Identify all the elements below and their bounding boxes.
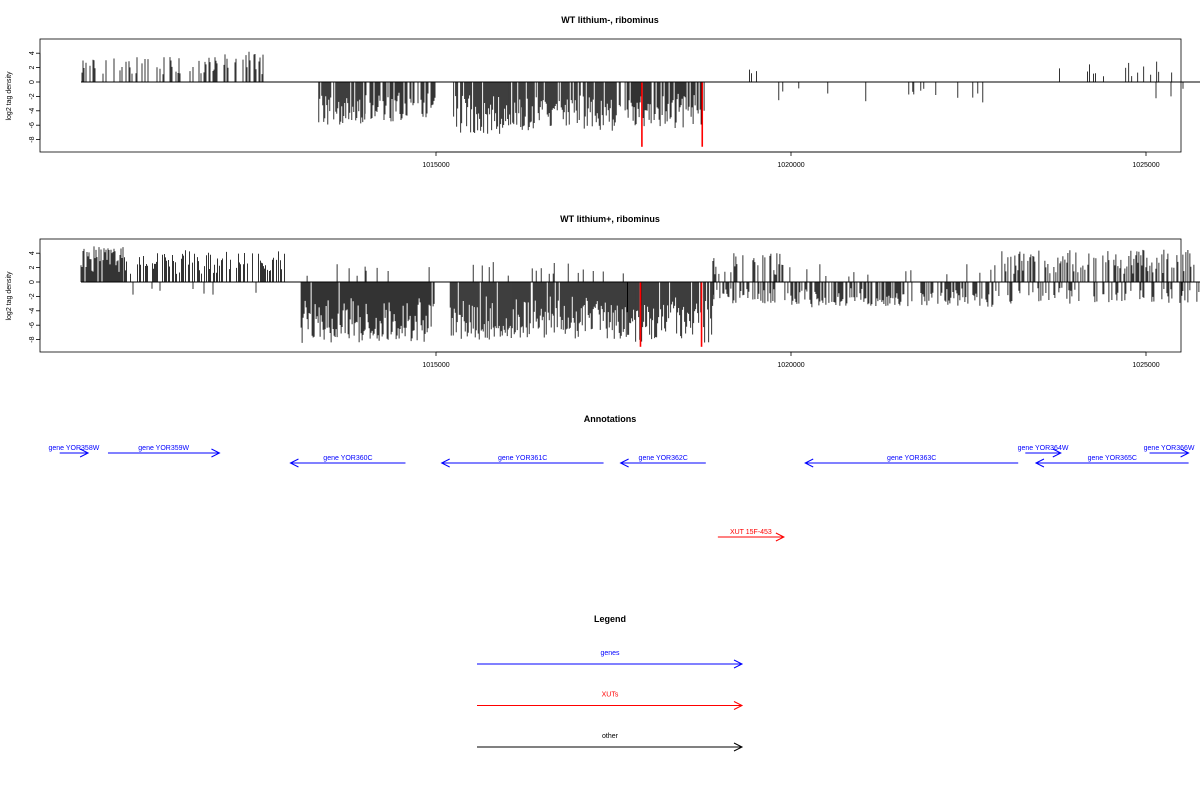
x-axis: 1015000 1020000 1025000	[422, 351, 1160, 369]
y-tick-label: 2	[29, 266, 36, 270]
y-tick-label: 0	[29, 80, 36, 84]
feature-arrow-arrowhead	[440, 458, 450, 468]
feature-arrow-arrowhead	[1180, 448, 1190, 458]
x-tick-label: 1020000	[777, 362, 804, 369]
annotations-track: Annotations gene YOR358W gene YOR359Wgene…	[48, 414, 1195, 542]
annotation-feature: gene YOR358W	[48, 445, 100, 458]
feature-label: gene YOR366W	[1144, 445, 1195, 452]
annotation-feature: gene YOR360C	[289, 455, 406, 468]
y-tick-label: -8	[29, 336, 36, 342]
panel-title: WT lithium+, ribominus	[560, 214, 660, 224]
y-tick-label: 4	[29, 51, 36, 55]
feature-arrow-arrowhead	[289, 458, 299, 468]
density-bars	[80, 246, 1200, 343]
x-axis: 1015000 1020000 1025000	[422, 151, 1160, 169]
legend-label: other	[602, 733, 619, 740]
y-axis-label: log2 tag density	[6, 271, 13, 321]
y-tick-label: -2	[29, 93, 36, 99]
annotation-feature: gene YOR363C	[804, 455, 1019, 468]
legend-arrow-arrowhead	[733, 701, 744, 710]
feature-arrow-arrowhead	[1034, 458, 1045, 468]
density-bars	[81, 51, 1184, 134]
density-panel-lithium-minus: WT lithium-, ribominus log2 tag density …	[6, 15, 1200, 169]
highlight-bars	[641, 82, 704, 147]
panel-title: WT lithium-, ribominus	[561, 15, 659, 25]
legend-entries: genes XUTs other	[477, 650, 744, 752]
annotations-title: Annotations	[584, 414, 637, 424]
y-tick-label: -6	[29, 122, 36, 128]
legend: Legend genes XUTs other	[477, 614, 744, 752]
feature-label: gene YOR362C	[639, 455, 688, 462]
y-axis-label: log2 tag density	[6, 71, 13, 121]
y-axis: 4 2 0 -2 -4 -6 -8	[29, 51, 41, 143]
feature-label: XUT 15F-453	[730, 529, 772, 536]
annotation-feature: XUT 15F-453	[717, 529, 786, 542]
x-tick-label: 1015000	[422, 362, 449, 369]
legend-entry: XUTs	[477, 692, 744, 710]
feature-label: gene YOR359W	[138, 445, 189, 452]
feature-label: gene YOR361C	[498, 455, 547, 462]
feature-label: gene YOR364W	[1018, 445, 1069, 452]
legend-arrow-arrowhead	[733, 742, 744, 752]
y-tick-label: 2	[29, 66, 36, 70]
x-tick-label: 1020000	[777, 162, 804, 169]
y-tick-label: -6	[29, 322, 36, 328]
legend-label: genes	[600, 650, 620, 657]
y-tick-label: -8	[29, 136, 36, 142]
annotation-feature: gene YOR361C	[440, 455, 604, 468]
feature-label: gene YOR358W	[48, 445, 99, 452]
x-tick-label: 1015000	[422, 162, 449, 169]
highlight-bars	[639, 282, 703, 347]
legend-title: Legend	[594, 614, 626, 624]
y-tick-label: 0	[29, 280, 36, 284]
y-tick-label: 4	[29, 251, 36, 255]
annotation-feature: gene YOR366W	[1144, 445, 1195, 458]
y-axis: 4 2 0 -2 -4 -6 -8	[29, 251, 41, 343]
y-tick-label: -4	[29, 108, 36, 114]
legend-arrow-arrowhead	[733, 659, 744, 669]
annotation-feature: gene YOR364W	[1018, 445, 1069, 458]
y-tick-label: -2	[29, 293, 36, 299]
feature-label: gene YOR363C	[887, 455, 936, 462]
x-tick-label: 1025000	[1132, 162, 1159, 169]
density-panel-lithium-plus: WT lithium+, ribominus log2 tag density …	[6, 214, 1200, 369]
legend-entry: genes	[477, 650, 744, 669]
legend-entry: other	[477, 733, 744, 752]
legend-label: XUTs	[602, 692, 619, 699]
feature-arrow-arrowhead	[211, 448, 221, 458]
feature-arrow-arrowhead	[1052, 448, 1062, 458]
annotation-feature: gene YOR362C	[619, 455, 706, 468]
annotation-feature: gene YOR365C	[1034, 455, 1189, 468]
feature-arrow-arrowhead	[775, 532, 786, 542]
feature-arrow-arrowhead	[804, 458, 814, 468]
feature-label: gene YOR365C	[1088, 455, 1137, 462]
x-tick-label: 1025000	[1132, 362, 1159, 369]
annotation-feature: gene YOR359W	[107, 445, 221, 458]
y-tick-label: -4	[29, 308, 36, 314]
feature-label: gene YOR360C	[323, 455, 372, 462]
feature-arrow-arrowhead	[79, 448, 90, 458]
annotation-features: gene YOR358W gene YOR359W gene YOR360C gene…	[48, 445, 1195, 542]
feature-arrow-arrowhead	[619, 458, 629, 468]
